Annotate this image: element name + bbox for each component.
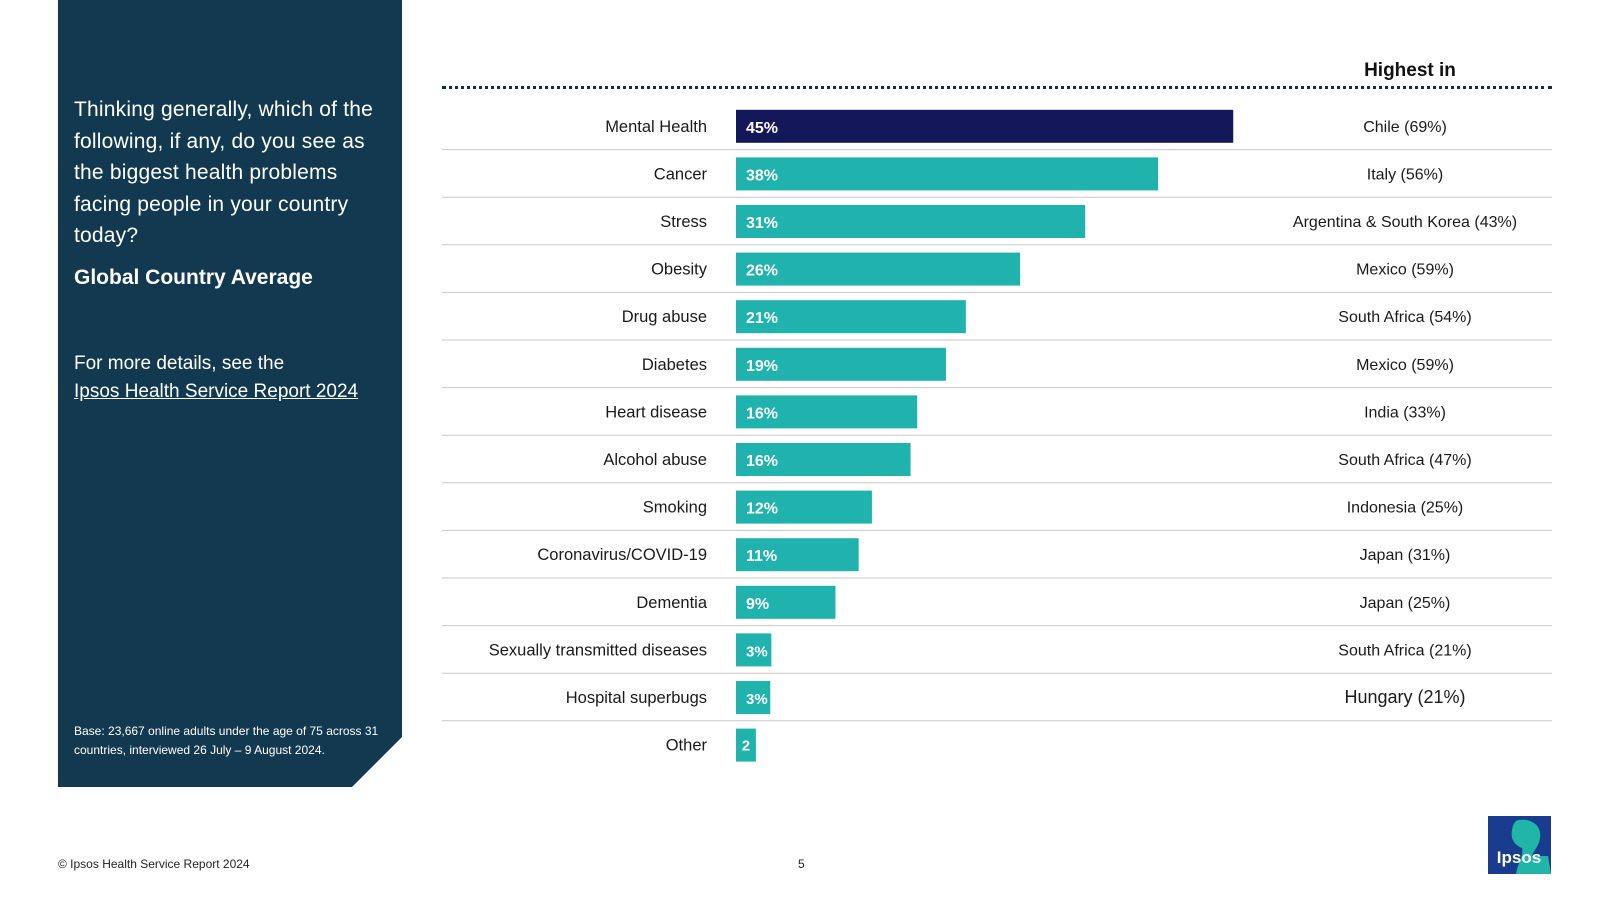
bar-diabetes (736, 347, 946, 381)
value-label: 21% (746, 310, 778, 327)
bar-stress (736, 205, 1086, 238)
highest-in-value: Japan (31%) (1360, 547, 1451, 564)
value-label: 16% (746, 405, 778, 422)
highest-in-value: Chile (69%) (1363, 119, 1447, 136)
category-label: Coronavirus/COVID-19 (537, 546, 707, 564)
chart-subtitle: Global Country Average (74, 266, 313, 289)
header-dotted-rule (442, 86, 1552, 89)
value-label: 2 (742, 738, 750, 755)
more-details: For more details, see the Ipsos Health S… (74, 350, 394, 406)
logo-mark: Ipsos (1488, 816, 1551, 874)
category-label: Stress (660, 213, 707, 231)
category-label: Hospital superbugs (566, 689, 707, 707)
question-panel: Thinking generally, which of the followi… (58, 0, 402, 787)
page-number: 5 (798, 857, 805, 871)
value-label: 31% (746, 215, 778, 232)
bar-chart: Mental Health 45% Chile (69%) Cancer 38% Ital… (442, 109, 1552, 762)
highest-in-value: Italy (56%) (1367, 166, 1443, 183)
highest-in-value: Japan (25%) (1360, 595, 1451, 612)
bar-cancer (736, 157, 1159, 191)
highest-in-value: Indonesia (25%) (1347, 500, 1464, 517)
bar-smoking (736, 490, 872, 524)
highest-in-value: Argentina & South Korea (43%) (1293, 214, 1517, 231)
category-label: Alcohol abuse (603, 451, 707, 469)
value-label: 38% (746, 167, 778, 184)
highest-in-value: Mexico (59%) (1356, 357, 1454, 374)
category-label: Drug abuse (622, 308, 707, 326)
highest-in-header: Highest in (1364, 60, 1456, 81)
report-link[interactable]: Ipsos Health Service Report 2024 (74, 381, 359, 402)
value-label: 3% (746, 643, 768, 660)
value-label: 3% (746, 691, 768, 708)
bar-alcohol-abuse (736, 443, 911, 476)
bar-drug-abuse (736, 300, 966, 334)
highest-in-value: South Africa (54%) (1338, 309, 1471, 326)
bar-coronavirus-covid-19 (736, 538, 859, 572)
category-label: Dementia (636, 594, 707, 612)
bar-hospital-superbugs (736, 681, 771, 714)
highest-in-value: India (33%) (1364, 404, 1446, 421)
ipsos-logo[interactable]: Ipsos (1488, 816, 1551, 874)
logo-text: Ipsos (1497, 848, 1541, 867)
bar-other (736, 728, 756, 762)
category-label: Smoking (643, 499, 707, 517)
value-label: 16% (746, 453, 778, 470)
more-details-text: For more details, see the (74, 353, 285, 374)
highest-in-value: Mexico (59%) (1356, 262, 1454, 279)
value-label: 19% (746, 358, 778, 375)
base-note: Base: 23,667 online adults under the age… (74, 724, 379, 757)
logo-head-shape (1511, 819, 1551, 874)
highest-in-value: Hungary (21%) (1344, 687, 1465, 707)
category-label: Heart disease (605, 403, 707, 421)
highest-in-value: South Africa (21%) (1338, 642, 1471, 659)
category-label: Diabetes (642, 356, 707, 374)
category-label: Other (666, 737, 708, 755)
highest-in-value: South Africa (47%) (1338, 452, 1471, 469)
category-label: Cancer (654, 165, 708, 183)
value-label: 11% (746, 548, 777, 565)
category-label: Mental Health (605, 118, 707, 136)
footer-copyright: © Ipsos Health Service Report 2024 (58, 857, 250, 871)
value-label: 45% (746, 120, 778, 137)
bar-dementia (736, 585, 836, 619)
bar-sexually-transmitted-diseases (736, 633, 772, 667)
bar-mental-health (736, 109, 1234, 143)
bar-heart-disease (736, 395, 918, 429)
bar-obesity (736, 252, 1020, 286)
category-label: Sexually transmitted diseases (489, 641, 707, 659)
value-label: 12% (746, 501, 778, 518)
category-label: Obesity (651, 261, 708, 279)
value-label: 9% (746, 596, 769, 613)
survey-question: Thinking generally, which of the followi… (74, 98, 374, 247)
value-label: 26% (746, 263, 778, 280)
